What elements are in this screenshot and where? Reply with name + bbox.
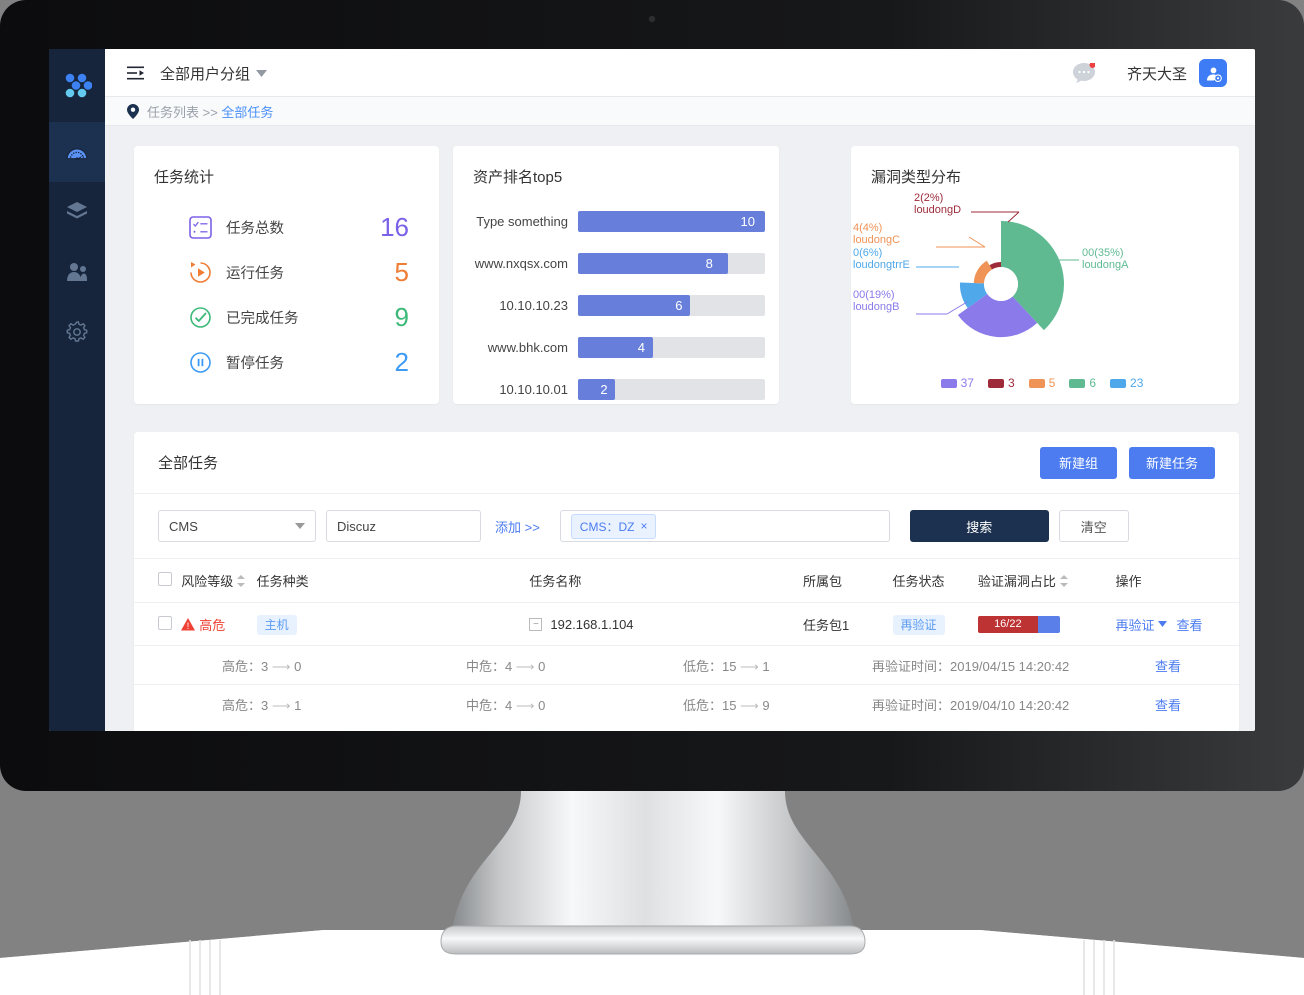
svg-text:0(6%): 0(6%) — [853, 247, 882, 259]
svg-text:loudongA: loudongA — [1082, 259, 1129, 271]
svg-text:4(4%): 4(4%) — [853, 222, 882, 234]
svg-text:loudongB: loudongB — [853, 301, 900, 313]
svg-text:loudongD: loudongD — [914, 204, 961, 216]
svg-text:loudongtrrE: loudongtrrE — [853, 259, 910, 271]
svg-text:00(35%): 00(35%) — [1082, 247, 1124, 259]
svg-text:loudongC: loudongC — [853, 234, 900, 246]
svg-text:!: ! — [187, 621, 190, 631]
svg-text:2(2%): 2(2%) — [914, 192, 943, 204]
svg-text:00(19%): 00(19%) — [853, 289, 895, 301]
